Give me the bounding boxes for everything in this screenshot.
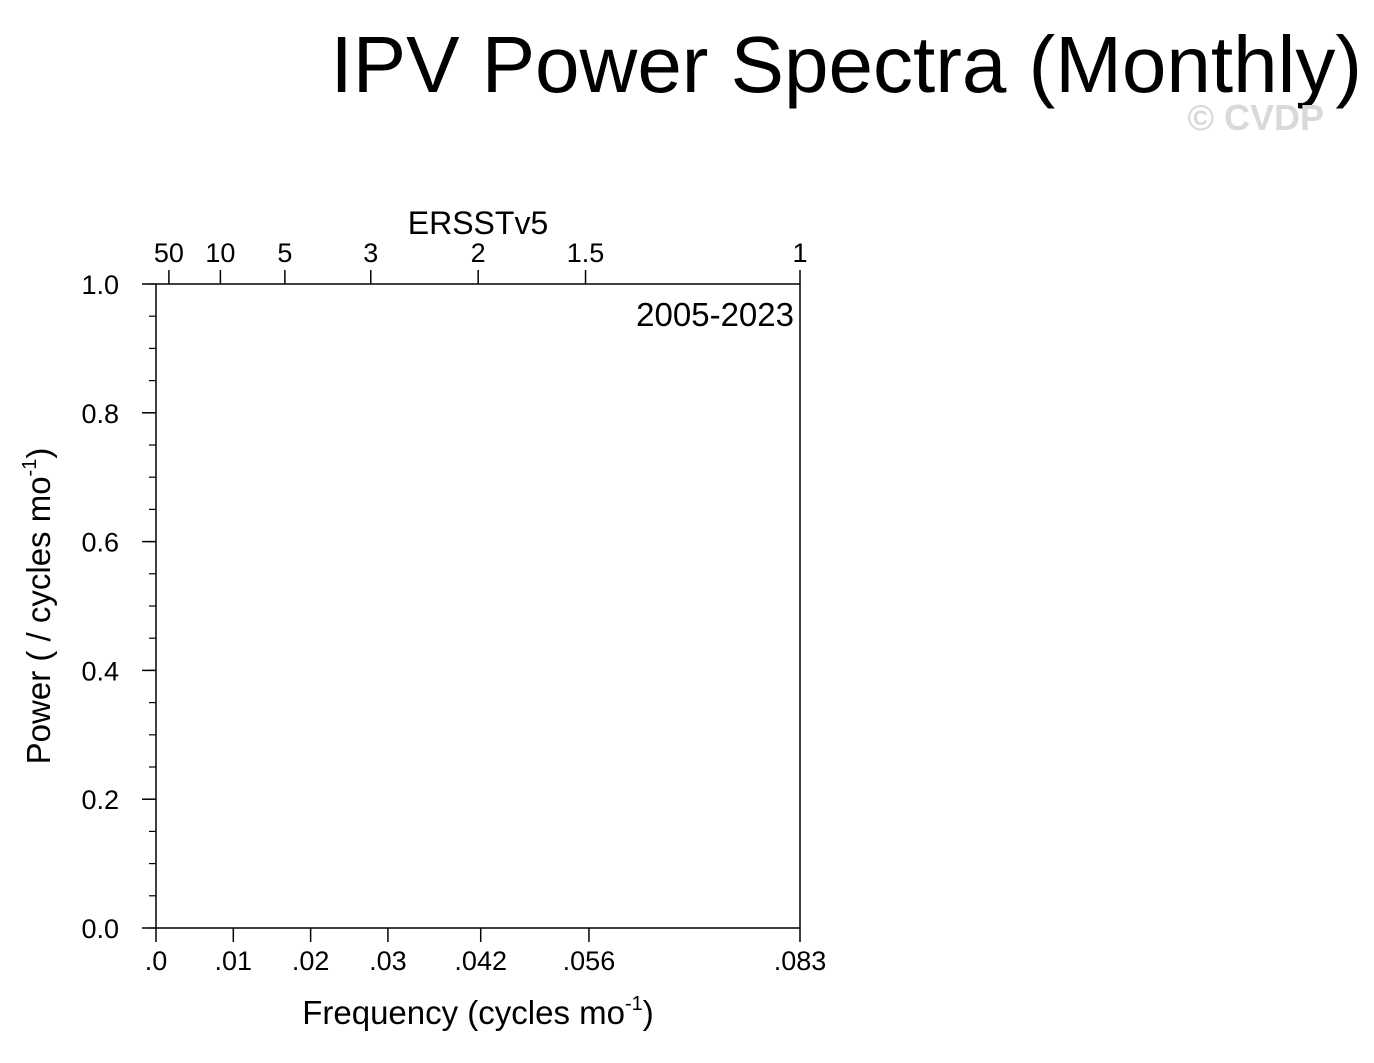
y-axis-label-close: ) — [20, 448, 57, 459]
dataset-label: ERSSTv5 — [408, 205, 548, 241]
y-axis: 0.0 0.2 0.4 0.6 0.8 1.0 — [81, 270, 156, 944]
top-period-tick-label: 1.5 — [567, 238, 605, 268]
y-axis-label: Power ( / cycles mo-1) — [19, 448, 57, 765]
x-axis-label-close: ) — [643, 994, 654, 1031]
x-axis: .0 .01 .02 .03 .042 .056 .083 — [145, 928, 827, 976]
y-axis-label-text: Power ( / cycles mo — [20, 476, 57, 764]
x-tick-label: .083 — [774, 946, 827, 976]
top-period-tick-label: 3 — [363, 238, 378, 268]
y-tick-label: 1.0 — [81, 270, 119, 300]
top-period-tick-label: 10 — [205, 238, 235, 268]
top-period-tick-label: 50 — [154, 238, 184, 268]
x-tick-label: .02 — [292, 946, 330, 976]
top-period-tick-label: 5 — [277, 238, 292, 268]
watermark: © CVDP — [1187, 97, 1324, 138]
y-axis-label-sup: -1 — [19, 459, 41, 477]
x-axis-label-sup: -1 — [625, 993, 643, 1015]
chart-title: IPV Power Spectra (Monthly) — [331, 20, 1362, 109]
x-tick-label: .056 — [563, 946, 616, 976]
x-tick-label: .03 — [369, 946, 407, 976]
y-tick-label: 0.0 — [81, 914, 119, 944]
y-tick-label: 0.6 — [81, 528, 119, 558]
top-period-tick-label: 1 — [792, 238, 807, 268]
x-axis-label: Frequency (cycles mo-1) — [302, 993, 654, 1031]
top-period-axis: 50 10 5 3 2 1.5 1 — [154, 238, 808, 284]
period-label: 2005-2023 — [636, 296, 794, 333]
x-tick-label: .0 — [145, 946, 168, 976]
plot-frame — [155, 283, 801, 929]
top-period-tick-label: 2 — [471, 238, 486, 268]
x-axis-label-text: Frequency (cycles mo — [302, 994, 625, 1031]
y-tick-label: 0.8 — [81, 399, 119, 429]
y-tick-label: 0.2 — [81, 785, 119, 815]
x-tick-label: .042 — [454, 946, 507, 976]
y-tick-label: 0.4 — [81, 656, 119, 686]
x-tick-label: .01 — [215, 946, 253, 976]
